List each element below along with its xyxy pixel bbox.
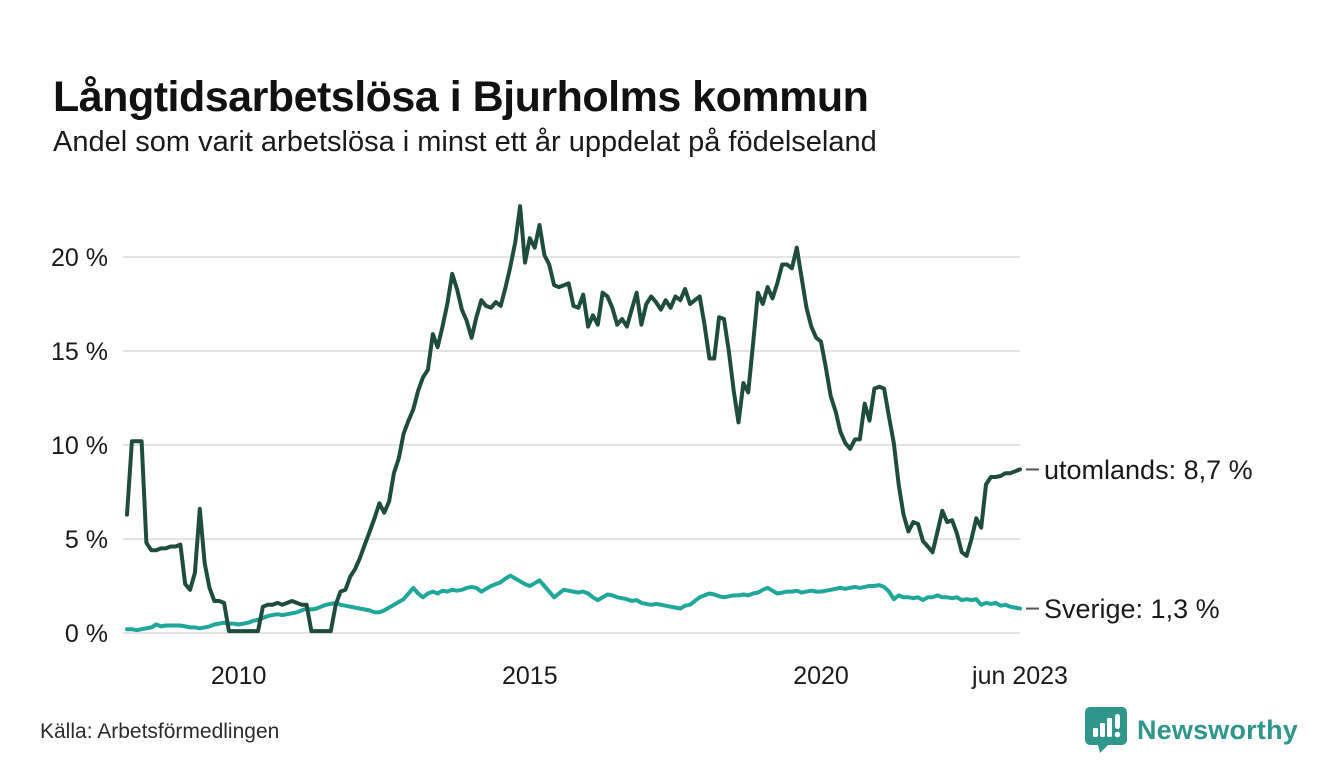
newsworthy-logo: Newsworthy [1084,707,1298,753]
x-axis-tick-label: 2015 [502,662,558,690]
y-axis-tick-label: 10 % [51,432,108,460]
series-end-label-utomlands: utomlands: 8,7 % [1044,455,1253,485]
series-end-label-sverige: Sverige: 1,3 % [1044,594,1220,624]
x-axis-tick-label: 2020 [793,662,849,690]
y-axis-tick-label: 15 % [51,338,108,366]
page-title: Långtidsarbetslösa i Bjurholms kommun [53,72,869,121]
x-axis-tick-label: 2010 [211,662,267,690]
page-subtitle: Andel som varit arbetslösa i minst ett å… [53,126,877,158]
bar-chart-speech-bubble-icon [1084,707,1127,753]
series-line-sverige [125,573,1022,633]
series-line-utomlands [125,204,1022,634]
y-axis-tick-label: 0 % [65,620,108,648]
y-axis-tick-label: 20 % [51,244,108,272]
x-axis-tick-label: jun 2023 [971,662,1068,690]
y-axis-tick-label: 5 % [65,526,108,554]
newsworthy-wordmark: Newsworthy [1136,714,1298,745]
source-note: Källa: Arbetsförmedlingen [40,720,280,743]
